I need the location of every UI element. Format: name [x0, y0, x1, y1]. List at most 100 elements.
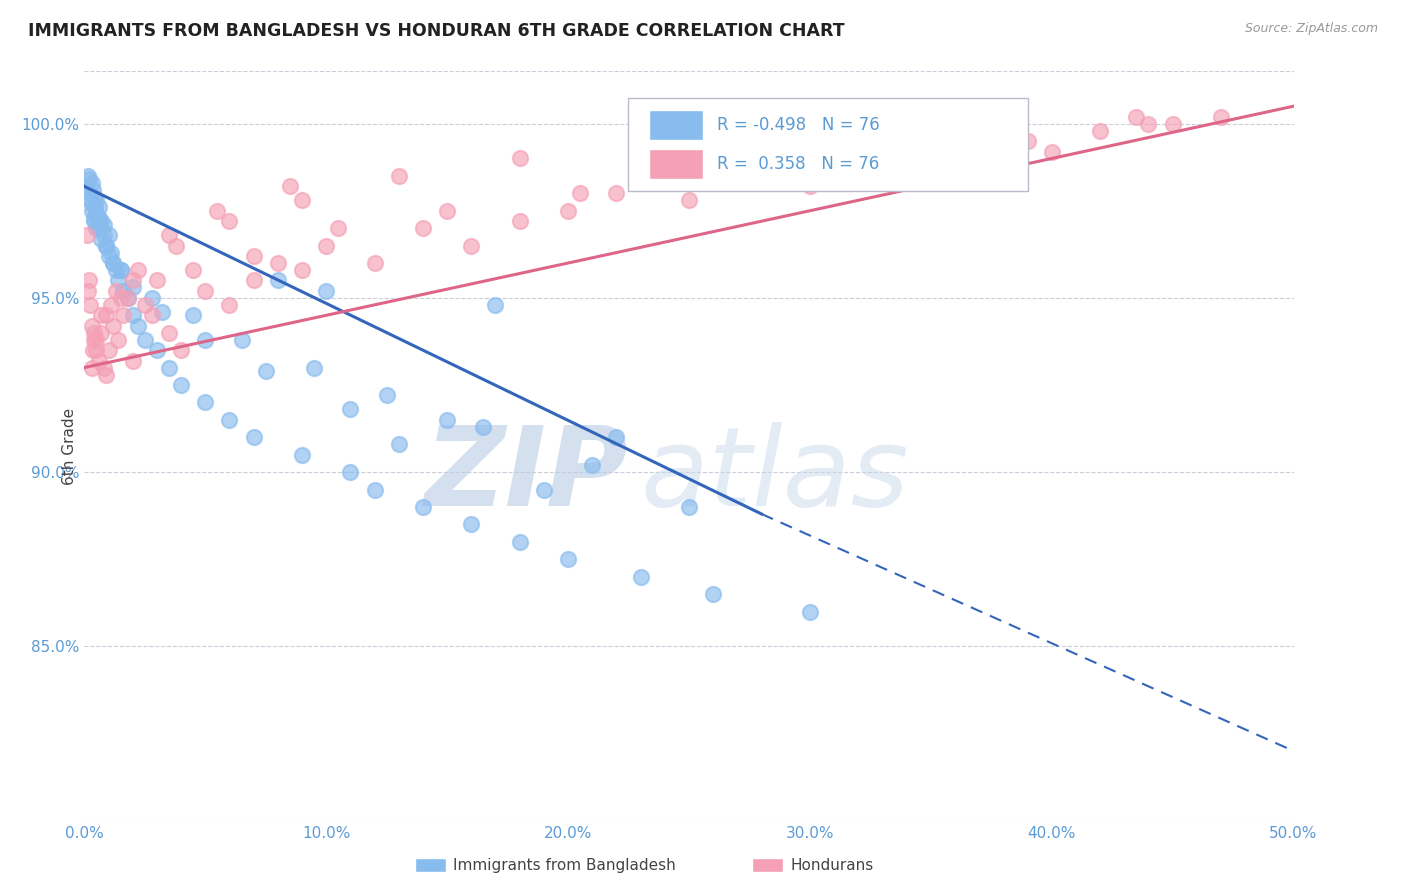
Point — [90, 232, 112, 246]
Point — [94, 238, 117, 252]
Point — [823, 117, 845, 131]
Point — [84, 200, 107, 214]
Point — [83, 190, 105, 204]
Point — [291, 194, 314, 208]
Point — [581, 458, 603, 472]
Point — [170, 343, 193, 358]
Point — [967, 123, 990, 137]
Point — [170, 378, 193, 392]
Point — [339, 465, 361, 479]
Point — [375, 388, 398, 402]
Point — [509, 214, 531, 228]
Point — [165, 238, 187, 252]
Point — [146, 343, 169, 358]
Point — [80, 360, 103, 375]
Point — [77, 273, 100, 287]
Point — [872, 152, 894, 166]
Point — [993, 134, 1015, 148]
Point — [134, 298, 156, 312]
Text: R =  0.358   N = 76: R = 0.358 N = 76 — [717, 155, 879, 173]
Point — [315, 238, 337, 252]
Point — [83, 214, 105, 228]
Point — [93, 218, 115, 232]
Point — [630, 570, 652, 584]
Point — [103, 256, 125, 270]
Point — [291, 448, 314, 462]
Point — [117, 291, 139, 305]
Point — [678, 500, 700, 514]
Point — [363, 256, 385, 270]
Point — [104, 284, 127, 298]
Point — [77, 284, 100, 298]
Point — [77, 172, 100, 186]
Point — [77, 186, 100, 201]
Point — [388, 437, 411, 451]
Point — [90, 308, 112, 322]
Point — [103, 256, 125, 270]
Point — [76, 179, 98, 194]
Point — [157, 326, 180, 340]
Point — [121, 280, 143, 294]
Point — [90, 326, 112, 340]
Point — [83, 326, 105, 340]
Point — [97, 249, 120, 263]
Point — [291, 263, 314, 277]
Point — [569, 186, 592, 201]
Point — [363, 483, 385, 497]
Point — [157, 228, 180, 243]
Point — [207, 203, 229, 218]
Point — [104, 263, 127, 277]
Point — [242, 249, 264, 263]
Point — [121, 353, 143, 368]
Point — [388, 169, 411, 183]
Point — [97, 343, 120, 358]
Point — [1125, 110, 1147, 124]
Point — [557, 203, 579, 218]
Point — [83, 211, 105, 225]
Point — [605, 186, 627, 201]
Point — [110, 291, 132, 305]
Point — [86, 207, 108, 221]
Point — [112, 308, 135, 322]
Point — [80, 196, 103, 211]
Point — [1088, 123, 1111, 137]
Point — [799, 179, 821, 194]
Point — [654, 134, 676, 148]
Text: ZIP: ZIP — [425, 423, 628, 530]
Point — [90, 221, 112, 235]
Point — [181, 263, 204, 277]
Point — [751, 169, 773, 183]
Text: IMMIGRANTS FROM BANGLADESH VS HONDURAN 6TH GRADE CORRELATION CHART: IMMIGRANTS FROM BANGLADESH VS HONDURAN 6… — [28, 22, 845, 40]
Point — [83, 333, 105, 347]
Text: Hondurans: Hondurans — [790, 858, 873, 872]
Point — [328, 221, 350, 235]
Point — [194, 395, 217, 409]
Text: R = -0.498   N = 76: R = -0.498 N = 76 — [717, 116, 880, 134]
Point — [460, 238, 482, 252]
Point — [460, 517, 482, 532]
Point — [100, 298, 122, 312]
Bar — [650, 149, 703, 179]
Point — [77, 169, 100, 183]
Point — [87, 211, 110, 225]
Point — [107, 333, 129, 347]
Point — [79, 298, 101, 312]
Point — [678, 194, 700, 208]
Point — [117, 291, 139, 305]
Point — [121, 308, 143, 322]
Point — [436, 413, 458, 427]
Point — [1040, 145, 1063, 159]
Point — [110, 263, 132, 277]
Point — [86, 343, 108, 358]
Text: Immigrants from Bangladesh: Immigrants from Bangladesh — [453, 858, 675, 872]
Point — [87, 221, 110, 235]
Text: atlas: atlas — [641, 423, 910, 530]
Point — [278, 179, 301, 194]
Point — [509, 534, 531, 549]
Point — [1137, 117, 1160, 131]
Point — [86, 194, 108, 208]
Point — [87, 200, 110, 214]
Bar — [650, 110, 703, 140]
Point — [557, 552, 579, 566]
Point — [218, 214, 240, 228]
